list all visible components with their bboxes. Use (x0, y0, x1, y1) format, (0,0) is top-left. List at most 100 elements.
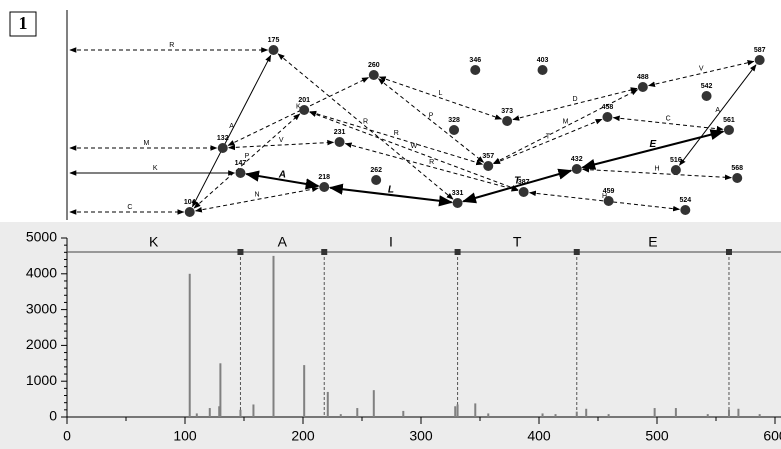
peak (727, 409, 730, 417)
node-label: 373 (501, 108, 513, 115)
node-label: 331 (452, 190, 464, 197)
node (603, 196, 614, 206)
sequence-marker (725, 249, 732, 255)
node (571, 164, 582, 174)
peak (252, 404, 255, 417)
node (637, 82, 648, 92)
peak (607, 414, 610, 417)
edge-label: M (143, 140, 149, 147)
panel-label-box (9, 11, 37, 37)
node (319, 182, 330, 192)
edge-label: P (245, 153, 250, 160)
peak (339, 414, 342, 417)
node (235, 168, 246, 178)
edge (378, 76, 503, 120)
edge-label: C (666, 115, 671, 122)
peak (541, 413, 544, 417)
node (537, 65, 548, 75)
node-label: 218 (318, 174, 330, 181)
edge-label: L (388, 185, 394, 196)
peak (653, 408, 656, 417)
edge-label: R (169, 42, 174, 49)
node-label: 346 (469, 57, 481, 64)
node-label: 587 (754, 47, 766, 54)
sequence-letter: K (149, 234, 159, 250)
peak (554, 414, 557, 417)
node (502, 116, 513, 126)
node (602, 112, 613, 122)
y-tick-label: 0 (49, 408, 57, 424)
peak (454, 406, 457, 417)
edge-label: V (699, 65, 704, 72)
node (452, 198, 463, 208)
node-label: 262 (370, 167, 382, 174)
edge-label: M (563, 118, 569, 125)
node-label: 328 (448, 117, 460, 124)
node-label: 147 (235, 160, 247, 167)
peak (758, 414, 761, 417)
edge (344, 142, 519, 192)
node (449, 125, 460, 135)
edge-label: E (650, 139, 657, 150)
node-label: 542 (701, 83, 713, 90)
node (299, 105, 310, 115)
edge-label: A (715, 107, 720, 114)
node (701, 91, 712, 101)
node-label: 260 (368, 62, 380, 69)
sequence-letter: A (278, 234, 288, 250)
edge-label: A (229, 123, 234, 130)
peak (674, 408, 677, 417)
node-label: 201 (298, 97, 310, 104)
sequence-letter: T (513, 234, 522, 250)
spectrum-panel (0, 222, 781, 449)
node (754, 55, 765, 65)
node (483, 161, 494, 171)
y-tick-label: 3000 (26, 300, 57, 316)
y-tick-label: 2000 (26, 336, 57, 352)
peak (272, 255, 275, 417)
edge-label: R (429, 159, 434, 166)
node-label: 568 (731, 165, 743, 172)
peak (585, 408, 588, 417)
node-label: 516 (670, 157, 682, 164)
node-label: 458 (602, 104, 614, 111)
x-tick-label: 100 (173, 428, 197, 444)
node-label: 231 (334, 129, 346, 136)
node (723, 125, 734, 135)
sequence-marker (454, 249, 461, 255)
x-tick-label: 400 (527, 428, 551, 444)
edge-label: D (572, 96, 577, 103)
peak (487, 413, 490, 417)
edge-label: V (279, 137, 284, 144)
peak (326, 391, 329, 417)
x-tick-label: 0 (63, 428, 71, 444)
sequence-marker (321, 249, 328, 255)
sequence-letter: E (648, 234, 657, 250)
edge-label: C (127, 204, 132, 211)
peak (706, 414, 709, 417)
edge (648, 60, 755, 87)
panel-label: 1 (19, 13, 28, 33)
sequence-marker (573, 249, 580, 255)
x-tick-label: 600 (763, 428, 781, 444)
edge-label: H (654, 165, 659, 172)
peak (356, 408, 359, 417)
peak (219, 363, 222, 417)
edge-label: H (602, 193, 607, 200)
x-tick-label: 300 (409, 428, 433, 444)
node-label: 403 (537, 57, 549, 64)
node (268, 45, 279, 55)
edge-label: L (439, 90, 443, 97)
node-label: 488 (637, 74, 649, 81)
node (184, 207, 195, 217)
node-label: 524 (679, 197, 691, 204)
x-tick-label: 200 (291, 428, 315, 444)
peak (372, 390, 375, 417)
edge-label: N (254, 191, 259, 198)
node (680, 205, 691, 215)
node (670, 165, 681, 175)
node (470, 65, 481, 75)
node-label: 459 (603, 188, 615, 195)
node (368, 70, 379, 80)
y-tick-label: 5000 (26, 229, 57, 245)
